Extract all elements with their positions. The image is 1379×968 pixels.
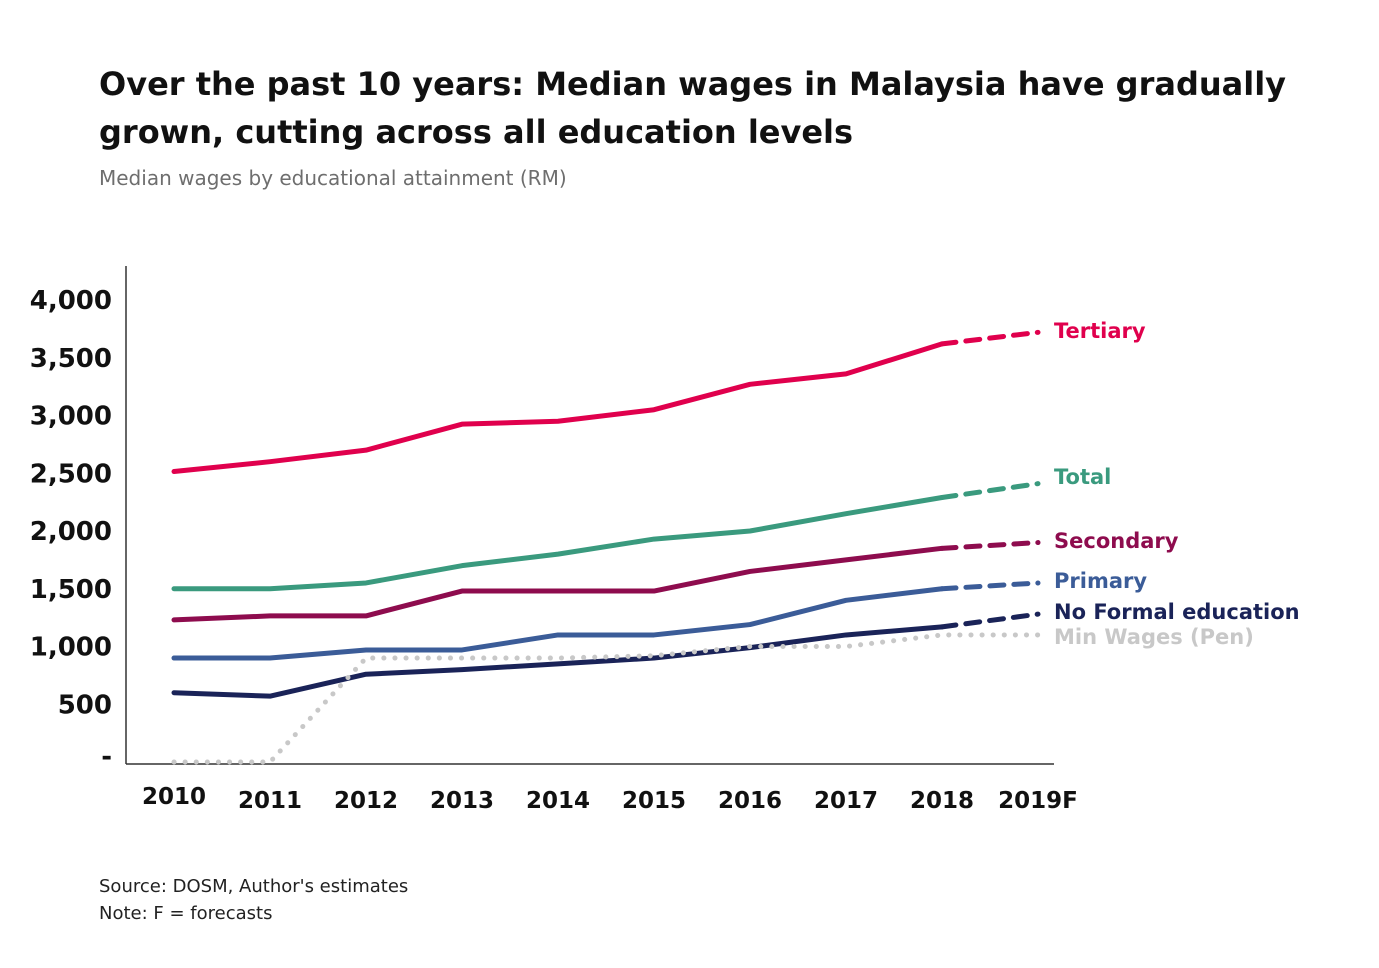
- series-forecast-tertiary: [939, 329, 1041, 347]
- series-label-total: Total: [1054, 465, 1111, 489]
- x-tick-label: 2011: [238, 788, 302, 814]
- series-line-primary: [171, 586, 945, 661]
- y-tick-label: 3,000: [30, 402, 112, 432]
- y-tick-labels: - 500 1,000 1,500 2,000 2,500 3,000 3,500 4,000: [30, 286, 112, 772]
- series-label-tertiary: Tertiary: [1054, 319, 1146, 343]
- x-tick-label: 2017: [814, 788, 878, 814]
- y-tick-label: 500: [58, 690, 112, 720]
- x-tick-label: 2016: [718, 788, 782, 814]
- x-tick-label: 2010: [142, 784, 206, 810]
- series-label-primary: Primary: [1054, 569, 1147, 593]
- x-tick-label: 2018: [910, 788, 974, 814]
- x-tick-label: 2019F: [998, 788, 1078, 814]
- y-tick-label: 1,500: [30, 575, 112, 605]
- series-labels: Tertiary Total Secondary Primary No Formal e…: [1054, 319, 1300, 649]
- x-tick-label: 2012: [334, 788, 398, 814]
- series-label-min-wages-pen: Min Wages (Pen): [1054, 625, 1254, 649]
- y-tick-label: 1,000: [30, 633, 112, 663]
- series-label-secondary: Secondary: [1054, 529, 1179, 553]
- y-tick-label: 4,000: [30, 286, 112, 316]
- y-tick-label: 3,500: [30, 344, 112, 374]
- forecast-note: Note: F = forecasts: [99, 903, 273, 924]
- y-tick-label: 2,000: [30, 517, 112, 547]
- axes: [125, 266, 1054, 765]
- x-tick-labels: 2010 2011 2012 2013 2014 2015 2016 2017 2018 2019…: [142, 784, 1078, 814]
- series-line-no-formal-education: [171, 624, 945, 699]
- series-lines: [171, 329, 1041, 765]
- y-tick-label: 2,500: [30, 459, 112, 489]
- series-line-tertiary: [171, 341, 945, 475]
- series-forecast-primary: [939, 580, 1041, 592]
- series-line-min-wages-pen: [171, 632, 1041, 765]
- y-tick-label: -: [101, 742, 112, 772]
- chart-title: Over the past 10 years: Median wages in …: [99, 65, 1287, 151]
- x-tick-label: 2015: [622, 788, 686, 814]
- chart-subtitle: Median wages by educational attainment (…: [99, 166, 567, 190]
- series-forecast-secondary: [939, 540, 1041, 551]
- series-forecast-total: [939, 481, 1041, 501]
- series-line-total: [171, 495, 945, 592]
- source-note: Source: DOSM, Author's estimates: [99, 876, 409, 897]
- series-forecast-no-formal-education: [939, 611, 1041, 630]
- series-label-no-formal-education: No Formal education: [1054, 600, 1300, 624]
- x-tick-label: 2013: [430, 788, 494, 814]
- series-line-secondary: [171, 545, 945, 623]
- x-tick-label: 2014: [526, 788, 590, 814]
